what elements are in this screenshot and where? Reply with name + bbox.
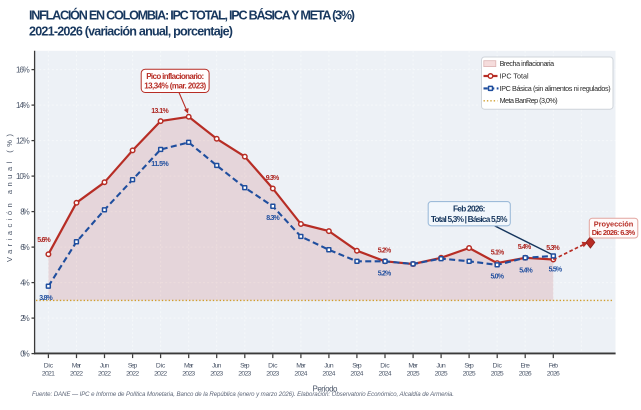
svg-text:2%: 2% [20,314,30,323]
svg-text:2025: 2025 [491,371,504,378]
svg-text:Mar: Mar [296,362,306,369]
svg-text:Mar: Mar [72,362,82,369]
svg-text:2022: 2022 [70,371,83,378]
svg-text:Dic: Dic [380,362,390,369]
svg-text:2026: 2026 [547,371,560,378]
svg-text:Feb 2026:: Feb 2026: [453,204,486,214]
svg-text:Sep: Sep [352,362,362,369]
svg-text:Dic 2026: 6.3%: Dic 2026: 6.3% [592,228,636,237]
svg-text:Jun: Jun [324,362,334,369]
svg-text:IPC Básica (sin alimentos ni r: IPC Básica (sin alimentos ni regulados) [500,84,611,93]
svg-text:2024: 2024 [322,371,335,378]
svg-text:2024: 2024 [294,371,307,378]
svg-text:2022: 2022 [126,371,139,378]
svg-text:5.4%: 5.4% [519,268,533,275]
svg-text:2023: 2023 [182,371,195,378]
svg-text:Total 5,3% | Básica 5,5%: Total 5,3% | Básica 5,5% [431,214,508,224]
svg-text:12%: 12% [16,136,30,145]
svg-text:Dic: Dic [44,362,54,369]
svg-text:5.2%: 5.2% [378,271,392,278]
svg-text:2025: 2025 [463,371,476,378]
svg-text:2022: 2022 [98,371,111,378]
svg-text:10%: 10% [16,172,30,181]
svg-text:8.3%: 8.3% [266,215,280,222]
svg-text:13,34% (mar. 2023): 13,34% (mar. 2023) [144,82,206,91]
svg-text:2025: 2025 [407,371,420,378]
svg-text:Pico inflacionario:: Pico inflacionario: [146,72,204,81]
svg-text:2021-2026 (variación anual, po: 2021-2026 (variación anual, porcentaje) [29,25,233,39]
svg-text:2022: 2022 [154,371,167,378]
svg-text:5.4%: 5.4% [518,244,532,251]
svg-text:5.6%: 5.6% [37,237,51,244]
svg-text:Sep: Sep [464,362,474,369]
svg-text:Fuente: DANE — IPC e Informe d: Fuente: DANE — IPC e Informe de Política… [32,391,454,398]
svg-text:9.3%: 9.3% [266,175,280,182]
svg-text:Feb: Feb [549,362,559,369]
svg-text:2023: 2023 [210,371,223,378]
svg-text:Dic: Dic [493,362,503,369]
svg-text:8%: 8% [20,207,30,216]
svg-text:Meta BanRep (3,0%): Meta BanRep (3,0%) [500,96,558,105]
svg-text:Jun: Jun [100,362,110,369]
svg-text:Jun: Jun [212,362,222,369]
svg-text:0%: 0% [20,349,30,358]
svg-text:Mar: Mar [408,362,418,369]
svg-text:4%: 4% [20,278,30,287]
svg-text:16%: 16% [16,65,30,74]
svg-text:Sep: Sep [128,362,138,369]
svg-text:5.1%: 5.1% [491,249,505,256]
svg-text:13.1%: 13.1% [151,108,169,115]
svg-text:Jun: Jun [436,362,446,369]
svg-text:Variación anual (%): Variación anual (%) [5,134,14,262]
svg-text:Sep: Sep [240,362,250,369]
svg-text:2021: 2021 [42,371,55,378]
svg-text:6%: 6% [20,243,30,252]
svg-text:2023: 2023 [266,371,279,378]
svg-text:5.5%: 5.5% [549,266,563,273]
svg-text:3.8%: 3.8% [39,295,53,302]
svg-text:5.2%: 5.2% [378,247,392,254]
svg-text:Ene: Ene [521,362,531,369]
svg-text:2023: 2023 [238,371,251,378]
svg-text:5.0%: 5.0% [490,274,504,281]
svg-text:11.5%: 11.5% [151,161,169,168]
svg-text:IPC Total: IPC Total [500,71,529,80]
svg-text:5.3%: 5.3% [546,245,560,252]
svg-text:2024: 2024 [379,371,392,378]
svg-text:14%: 14% [16,101,30,110]
svg-text:Mar: Mar [184,362,194,369]
svg-text:2025: 2025 [435,371,448,378]
svg-text:Período: Período [313,385,339,394]
svg-text:Dic: Dic [268,362,278,369]
svg-text:2026: 2026 [519,371,532,378]
svg-text:INFLACIÓN EN COLOMBIA: IPC TOT: INFLACIÓN EN COLOMBIA: IPC TOTAL, IPC BÁ… [29,8,355,23]
svg-text:Brecha inflacionaria: Brecha inflacionaria [500,59,554,68]
svg-text:Proyección: Proyección [594,219,634,228]
svg-text:Dic: Dic [156,362,166,369]
svg-text:2024: 2024 [350,371,363,378]
